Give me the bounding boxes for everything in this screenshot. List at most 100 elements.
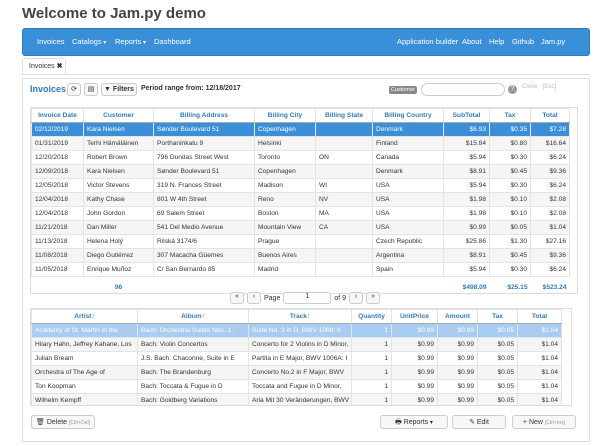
new-button[interactable]: + New [Ctrl+Ins] xyxy=(512,415,576,429)
cell: Victor Stevens xyxy=(83,178,154,193)
cell: $0.99 xyxy=(437,393,478,405)
nav-item[interactable]: Help xyxy=(489,37,505,46)
view-button[interactable]: ▤ xyxy=(84,83,98,96)
prev-page[interactable]: ‹ xyxy=(247,292,261,304)
cell: 12/09/2018 xyxy=(31,164,84,179)
cell: 541 Del Medio Avenue xyxy=(153,220,255,235)
column-header: Total xyxy=(530,108,570,123)
column-header: Billing State xyxy=(315,108,373,123)
row[interactable]: 12/04/2018 John Gordon 69 Salem Street Bost… xyxy=(31,206,570,221)
row[interactable]: Ton Koopman Bach: Toccata & Fugue in D Toc… xyxy=(31,379,562,394)
filters-label: Filters xyxy=(112,86,134,93)
nav-item[interactable]: Github xyxy=(512,37,535,46)
period-label: Period range from: 12/18/2017 xyxy=(141,85,241,92)
nav-item[interactable]: Invoices xyxy=(37,37,65,46)
cell xyxy=(315,136,373,151)
reports-button[interactable]: 🖶 Reports xyxy=(380,415,448,429)
footer-cell: 96 xyxy=(114,283,123,291)
nav-item[interactable]: Catalogs xyxy=(72,37,106,46)
row[interactable]: Academy of St. Martin in the Bach: Orches… xyxy=(31,323,562,338)
cell: 796 Dundas Street West xyxy=(153,150,255,165)
delete-button[interactable]: 🗑 Delete [Ctrl+Del] xyxy=(31,415,95,429)
cell: Denmark xyxy=(372,122,444,137)
cell: Concerto No.2 in F Major, BWV xyxy=(248,365,352,380)
cell: $0.30 xyxy=(489,150,531,165)
cell: Prague xyxy=(254,234,316,249)
column-header: Total xyxy=(517,309,562,324)
cell: Bach: Orchestral Suites Nos. 1 - xyxy=(137,323,249,338)
cell: $0.99 xyxy=(437,379,478,394)
cell: CA xyxy=(315,220,373,235)
pager: « ‹ Page 1 of 9 › » xyxy=(230,292,381,304)
row[interactable]: 11/21/2018 Dan Miller 541 Del Medio Avenue… xyxy=(31,220,570,235)
cell: 12/04/2018 xyxy=(31,206,84,221)
row[interactable]: Orchestra of The Age of Bach: The Branden… xyxy=(31,365,562,380)
cell: $1.30 xyxy=(489,234,531,249)
column-header: UnitPrice xyxy=(391,309,438,324)
close-link[interactable]: Close - [Esc] xyxy=(522,84,557,90)
cell: $6.24 xyxy=(530,150,570,165)
cell: Hilary Hahn, Jeffrey Kahane, Los xyxy=(31,337,138,352)
cell: 11/21/2018 xyxy=(31,220,84,235)
page-label: Page xyxy=(264,294,281,302)
cell: $0.30 xyxy=(489,178,531,193)
tab[interactable]: Invoices ✖ xyxy=(22,58,66,74)
cell: 11/05/2018 xyxy=(31,262,84,277)
cell: Ton Koopman xyxy=(31,379,138,394)
refresh-button[interactable]: ⟳ xyxy=(67,83,81,96)
nav-item[interactable]: Dashboard xyxy=(154,37,191,46)
page-input[interactable]: 1 xyxy=(283,292,332,304)
cell: $7.28 xyxy=(530,122,570,137)
table: Artist↑ Album↑ Track↑ Quantity UnitPrice Amou… xyxy=(31,309,562,405)
row[interactable]: 11/13/2018 Helena Holý Rilská 3174/6 Prague… xyxy=(31,234,570,249)
edit-button[interactable]: ✎ Edit xyxy=(452,415,506,429)
first-page[interactable]: « xyxy=(230,292,244,304)
tab-close[interactable]: ✖ xyxy=(56,63,63,70)
column-header: Tax xyxy=(489,108,531,123)
nav-item[interactable]: Application builder xyxy=(397,37,459,46)
cell: 01/31/2019 xyxy=(31,136,84,151)
cell: Enrique Muñoz xyxy=(83,262,154,277)
row[interactable]: 02/12/2019 Kara Nielsen Sønder Boulevard 5… xyxy=(31,122,570,137)
row[interactable]: Julian Bream J.S. Bach: Chaconne, Suite i… xyxy=(31,351,562,366)
row[interactable]: 11/05/2018 Enrique Muñoz C/ San Bernardo 8… xyxy=(31,262,570,277)
row[interactable]: 12/04/2018 Kathy Chase 801 W 4th Street Ren… xyxy=(31,192,570,207)
navbar: Invoices Catalogs Reports Dashboard Appl… xyxy=(22,28,590,56)
filters-button[interactable]: ▼ Filters xyxy=(101,83,137,96)
row[interactable]: 12/09/2018 Kara Nielsen Sønder Boulevard 5… xyxy=(31,164,570,179)
footer-cell: $523.24 xyxy=(542,283,567,291)
cell: Rilská 3174/6 xyxy=(153,234,255,249)
cell: Canada xyxy=(372,150,444,165)
cell: Orchestra of The Age of xyxy=(31,365,138,380)
cell: $0.05 xyxy=(477,323,518,338)
row[interactable]: 01/31/2019 Terhi Hämäläinen Porthaninkatu … xyxy=(31,136,570,151)
cell xyxy=(315,262,373,277)
tab-label: Invoices xyxy=(29,63,55,70)
cell: Concerto for 2 Violins in D Minor, xyxy=(248,337,352,352)
nav-item[interactable]: About xyxy=(462,37,482,46)
cell: $0.05 xyxy=(489,220,531,235)
cell: 02/12/2019 xyxy=(31,122,84,137)
row[interactable]: 12/05/2018 Victor Stevens 319 N. Frances S… xyxy=(31,178,570,193)
cell: $0.35 xyxy=(489,122,531,137)
row[interactable]: 11/08/2018 Diego Gutiérrez 307 Macacha Güe… xyxy=(31,248,570,263)
row[interactable]: Wilhelm Kempff Bach: Goldberg Variations A… xyxy=(31,393,562,405)
help-icon[interactable]: ? xyxy=(508,85,517,94)
cell: John Gordon xyxy=(83,206,154,221)
cell: Terhi Hämäläinen xyxy=(83,136,154,151)
search-input[interactable] xyxy=(421,83,505,96)
cell: $0.99 xyxy=(391,351,438,366)
row[interactable]: Hilary Hahn, Jeffrey Kahane, Los Bach: Vi… xyxy=(31,337,562,352)
cell: $6.24 xyxy=(530,178,570,193)
last-page[interactable]: » xyxy=(366,292,381,304)
cell: Bach: The Brandenburg xyxy=(137,365,249,380)
nav-item[interactable]: Reports xyxy=(115,37,146,46)
cell: $5.94 xyxy=(443,150,490,165)
cell: Aria Mit 30 Veränderungen, BWV xyxy=(248,393,352,405)
next-page[interactable]: › xyxy=(349,292,364,304)
nav-item[interactable]: Jam.py xyxy=(541,37,566,46)
cell: Sønder Boulevard 51 xyxy=(153,164,255,179)
cell: Copenhagen xyxy=(254,122,316,137)
row[interactable]: 12/20/2018 Robert Brown 796 Dundas Street … xyxy=(31,150,570,165)
cell: $2.08 xyxy=(530,192,570,207)
